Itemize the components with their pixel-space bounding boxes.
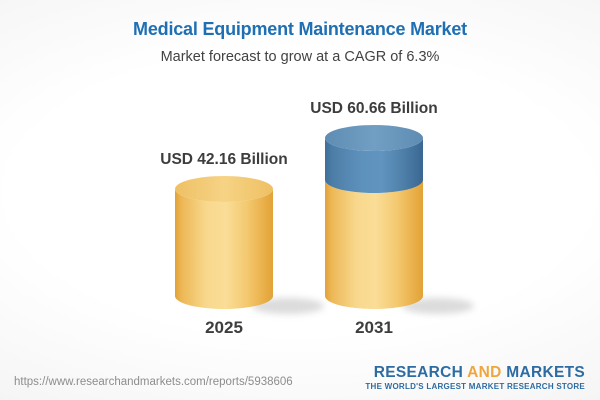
bar-2025-top	[175, 176, 273, 202]
logo-word-and: AND	[467, 363, 502, 381]
category-label-2025: 2025	[205, 318, 243, 337]
shadow-2031	[402, 298, 474, 314]
logo-word-research: RESEARCH	[373, 363, 464, 381]
bar-2031-growth-segment	[325, 138, 423, 193]
report-url: https://www.researchandmarkets.com/repor…	[14, 376, 293, 388]
value-label-2025: USD 42.16 Billion	[160, 151, 287, 168]
bar-2031-cylinder	[325, 125, 423, 309]
shadow-2025	[252, 298, 324, 314]
logo-wordmark: RESEARCH AND MARKETS	[365, 363, 585, 381]
category-label-2031: 2031	[355, 318, 393, 337]
bar-2025-body	[175, 189, 273, 309]
bar-2031-top	[325, 125, 423, 151]
cylinder-bar-chart: USD 42.16 Billion USD 60.66 Billion 2025…	[160, 100, 474, 337]
research-and-markets-logo: RESEARCH AND MARKETS THE WORLD'S LARGEST…	[365, 363, 585, 392]
footer: https://www.researchandmarkets.com/repor…	[14, 363, 585, 392]
chart-subtitle: Market forecast to grow at a CAGR of 6.3…	[160, 49, 440, 65]
logo-tagline: THE WORLD'S LARGEST MARKET RESEARCH STOR…	[365, 382, 585, 391]
bar-2031-base-body	[325, 180, 423, 309]
cylinder-shadows	[252, 298, 474, 314]
bar-2025-cylinder	[175, 176, 273, 309]
chart-header: Medical Equipment Maintenance Market Mar…	[0, 0, 600, 65]
chart-title: Medical Equipment Maintenance Market	[133, 19, 467, 39]
logo-word-markets: MARKETS	[506, 363, 585, 381]
value-label-2031: USD 60.66 Billion	[310, 100, 437, 117]
